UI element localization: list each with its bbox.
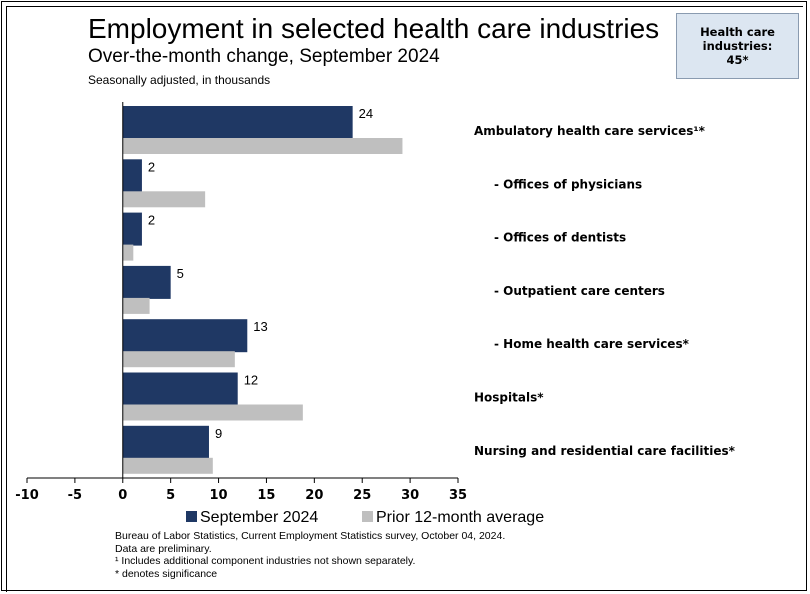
x-tick-label: -5 — [68, 488, 82, 503]
bar-september-2024 — [122, 319, 248, 353]
bar-value-label: 2 — [148, 213, 155, 228]
bar-prior-average — [122, 404, 303, 421]
source-note: Bureau of Labor Statistics, Current Empl… — [115, 530, 506, 542]
preliminary-note: Data are preliminary. — [115, 542, 212, 555]
category-label: Hospitals* — [474, 391, 544, 405]
legend-item-september-2024: September 2024 — [186, 509, 318, 527]
category-label: - Outpatient care centers — [494, 284, 665, 298]
bar-september-2024 — [122, 106, 353, 139]
x-tick-label: 10 — [210, 488, 228, 503]
x-tick-label: 5 — [166, 488, 175, 503]
significance-note: * denotes significance — [115, 567, 218, 580]
category-label: Ambulatory health care services¹* — [474, 124, 706, 138]
x-tick-label: 35 — [449, 488, 467, 503]
bar-value-label: 13 — [253, 319, 267, 334]
x-tick-label: 15 — [257, 488, 275, 503]
category-label: Nursing and residential care facilities* — [474, 444, 736, 458]
bar-prior-average — [122, 457, 213, 474]
x-tick-label: 25 — [353, 488, 371, 503]
x-tick-label: 30 — [401, 488, 419, 503]
bar-september-2024 — [122, 372, 238, 406]
bar-prior-average — [122, 191, 206, 208]
callout-line: industries: — [702, 39, 773, 53]
bar-september-2024 — [122, 159, 142, 193]
bar-value-label: 5 — [177, 266, 184, 281]
chart-title: Employment in selected health care indus… — [88, 13, 660, 44]
callout-line: 45* — [726, 53, 749, 67]
x-tick-label: 0 — [118, 488, 127, 503]
total-callout-box: Health care industries: 45* — [676, 13, 799, 79]
bar-prior-average — [122, 351, 235, 368]
bar-value-label: 2 — [148, 159, 155, 174]
bar-value-label: 9 — [215, 426, 222, 441]
bar-september-2024 — [122, 212, 142, 246]
bar-prior-average — [122, 138, 403, 154]
chart-footnotes: Bureau of Labor Statistics, Current Empl… — [115, 530, 505, 580]
legend-label: Prior 12-month average — [376, 509, 545, 526]
bar-value-label: 12 — [244, 373, 258, 388]
bar-prior-average — [122, 244, 134, 261]
category-label: - Offices of dentists — [494, 231, 626, 245]
chart-inner-frame — [6, 6, 803, 592]
legend-swatch-prior-average — [362, 511, 373, 522]
callout-line: Health care — [700, 25, 775, 39]
legend-item-prior-average: Prior 12-month average — [362, 509, 544, 527]
chart-subtitle: Over-the-month change, September 2024 — [88, 46, 440, 67]
chart-note: Seasonally adjusted, in thousands — [88, 73, 271, 87]
legend-swatch-september-2024 — [186, 511, 197, 522]
x-tick-label: -10 — [15, 488, 39, 503]
bar-value-label: 24 — [359, 106, 373, 121]
legend-label: September 2024 — [200, 509, 319, 526]
category-label: - Home health care services* — [494, 337, 690, 351]
x-tick-label: 20 — [305, 488, 323, 503]
bar-prior-average — [122, 297, 150, 314]
bar-september-2024 — [122, 265, 171, 299]
footnote-1: ¹ Includes additional component industri… — [115, 555, 416, 567]
category-label: - Offices of physicians — [494, 177, 642, 191]
bar-september-2024 — [122, 425, 209, 459]
